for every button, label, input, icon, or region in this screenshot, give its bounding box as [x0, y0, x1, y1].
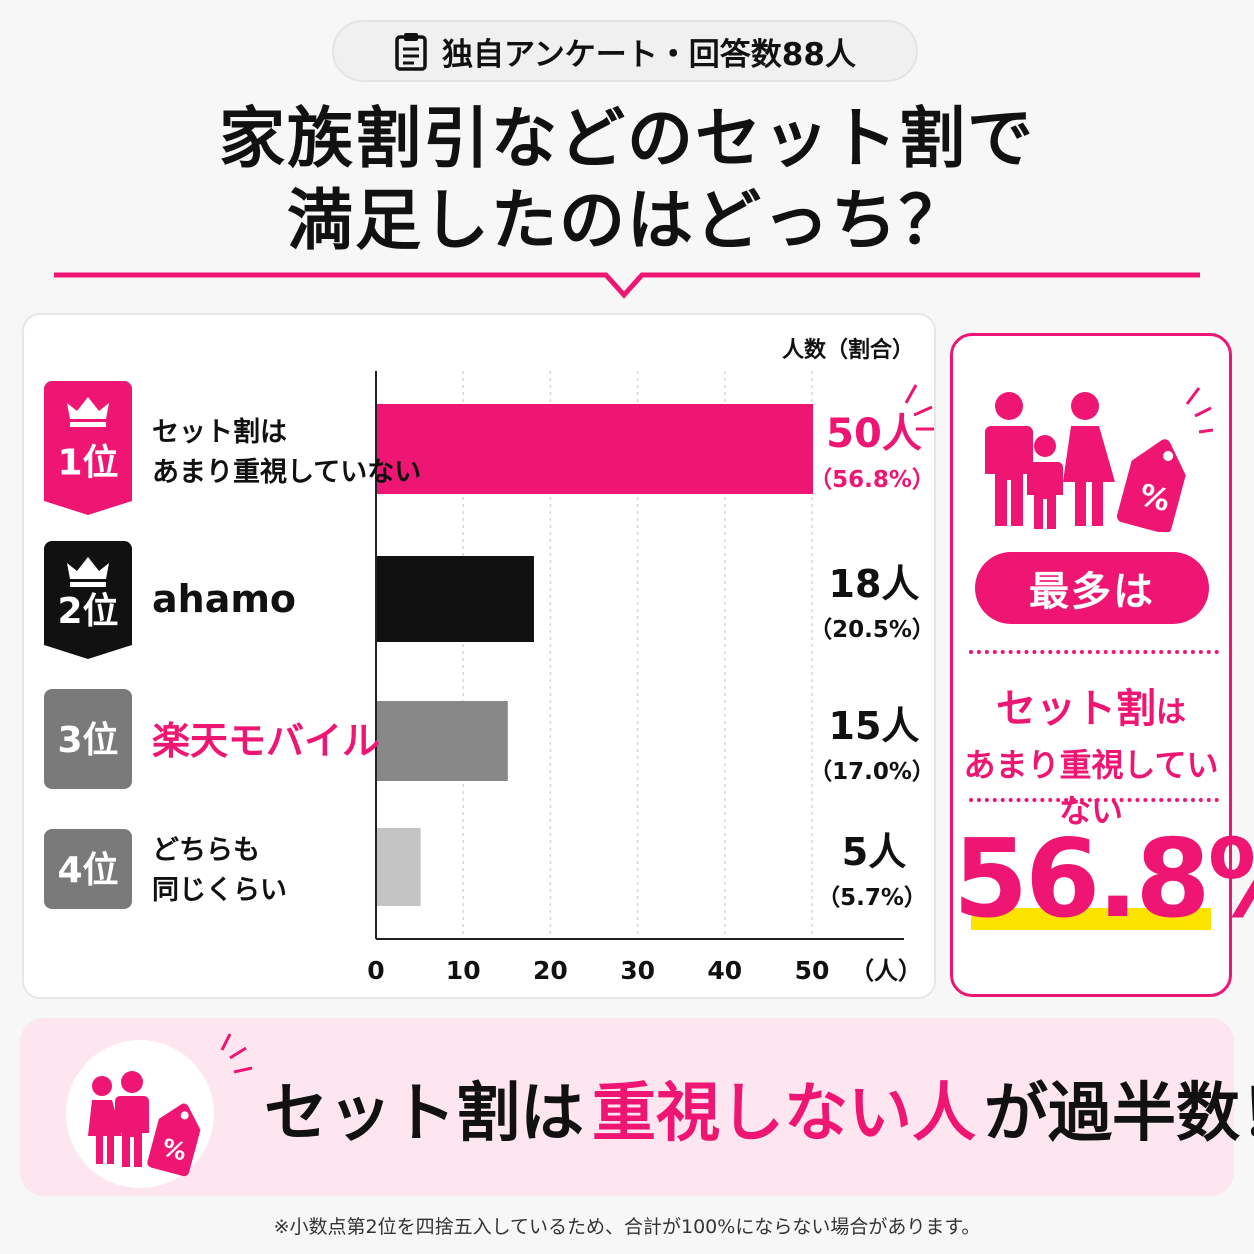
percent-label: （5.7%）	[817, 884, 927, 911]
conclusion-part1: セット割は	[264, 1077, 584, 1151]
crown-base-icon	[70, 422, 106, 427]
value-header: 人数（割合）	[782, 337, 914, 363]
bar	[377, 828, 421, 906]
dotted-separator-top	[969, 650, 1219, 654]
conclusion-banner: % セット割は 重視しない人 が過半数！	[20, 1018, 1254, 1196]
summary-label-main: セット割	[996, 686, 1156, 732]
value-label: 18人	[829, 562, 920, 606]
survey-badge: 独自アンケート・回答数88人	[332, 20, 918, 82]
rank-badge	[44, 829, 132, 909]
footnote: ※小数点第2位を四捨五入しているため、合計が100%にならない場合があります。	[273, 1216, 981, 1238]
x-tick-label: 50	[795, 956, 830, 985]
title-line1: 家族割引などのセット割で	[219, 100, 1035, 177]
category-label: 同じくらい	[152, 875, 287, 906]
badge-text: 独自アンケート・回答数88人	[442, 36, 856, 73]
crown-icon	[67, 397, 109, 419]
title-divider	[54, 272, 1200, 299]
bar-chart: 人数（割合） 0 10 20 30 40 50 （人） 50人 （56.8%） 1位 セット割はあまり…	[44, 337, 935, 985]
x-tick-label: 20	[533, 956, 568, 985]
family-icon: %	[985, 387, 1213, 532]
conclusion-icon-circle: %	[66, 1040, 214, 1188]
rank-badge	[44, 541, 132, 659]
crown-icon	[67, 557, 109, 579]
percent-label: （17.0%）	[809, 758, 935, 785]
summary-card: % 最多は セット割は あまり重視していない 56.8%	[950, 333, 1254, 997]
title-line2: 満足したのはどっち？	[287, 182, 967, 259]
category-label: 楽天モバイル	[152, 719, 380, 763]
chart-panel: 人数（割合） 0 10 20 30 40 50 （人） 50人 （56.8%） 1位 セット割はあまり…	[22, 313, 936, 999]
rank-label: 1位	[57, 443, 118, 484]
value-label: 15人	[829, 704, 920, 748]
summary-label-line2: あまり重視していない	[963, 746, 1219, 830]
value-label: 50人	[826, 411, 922, 457]
conclusion-message: セット割は 重視しない人 が過半数！	[264, 1062, 1254, 1160]
percent-label: （20.5%）	[809, 616, 935, 643]
bar	[377, 701, 508, 781]
conclusion-highlight: 重視しない人	[588, 1062, 980, 1160]
rank-label: 3位	[57, 720, 118, 761]
value-label: 5人	[842, 830, 906, 874]
emphasis-lines-icon	[220, 1033, 253, 1074]
percent-label: （56.8%）	[809, 466, 935, 493]
x-tick-label: 40	[707, 956, 742, 985]
emphasis-mark	[904, 384, 918, 404]
bar	[377, 556, 534, 642]
big-value-highlight	[971, 908, 1211, 930]
big-value: 56.8%	[953, 817, 1254, 942]
summary-label-line1: セット割は	[953, 676, 1229, 734]
emphasis-mark	[913, 405, 933, 417]
dotted-separator-bottom	[969, 798, 1219, 802]
couple-tag-icon: %	[88, 1071, 201, 1177]
x-unit-label: （人）	[850, 957, 922, 985]
clipboard-icon	[395, 33, 427, 71]
conclusion-part2: が過半数！	[984, 1077, 1254, 1151]
conclusion-highlight-text: 重視しない人	[592, 1077, 976, 1151]
rank-badge	[44, 689, 132, 789]
category-label: ahamo	[152, 577, 296, 621]
bar	[377, 404, 813, 494]
summary-label-suffix: は	[1156, 695, 1186, 730]
most-pill: 最多は	[975, 552, 1209, 624]
crown-base-icon	[70, 582, 106, 587]
rank-label: 4位	[57, 850, 118, 891]
rank-label: 2位	[57, 591, 118, 632]
x-tick-label: 10	[446, 956, 481, 985]
x-tick-label: 30	[620, 956, 655, 985]
category-label: あまり重視していない	[152, 457, 421, 488]
x-tick-label: 0	[367, 956, 384, 985]
category-label: どちらも	[152, 835, 260, 866]
category-label: セット割は	[152, 416, 287, 448]
rank-badge	[44, 381, 132, 515]
